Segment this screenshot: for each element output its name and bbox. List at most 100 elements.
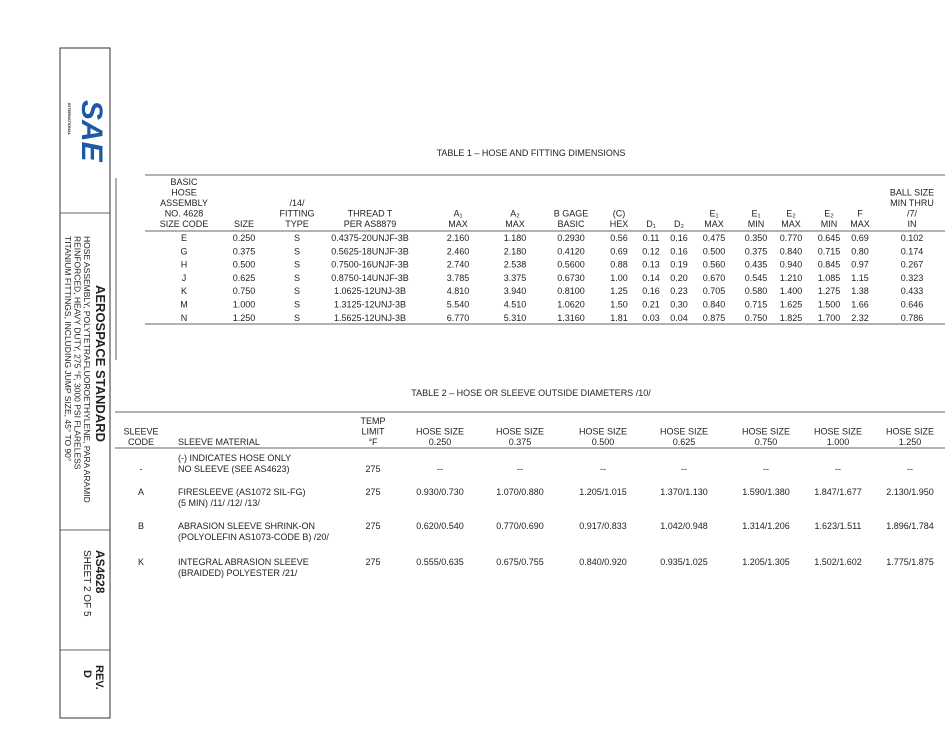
column-header: 1.250	[899, 437, 922, 447]
table-cell: 0.545	[745, 273, 768, 283]
table-cell: 2.180	[504, 246, 527, 256]
table-cell: 0.875	[703, 313, 726, 323]
diameter: 0.555/0.635	[416, 557, 464, 567]
table-cell: 0.940	[780, 260, 803, 270]
sleeve-material: (-) INDICATES HOSE ONLY	[178, 453, 291, 463]
table-cell: 0.88	[610, 260, 628, 270]
table-cell: 0.2930	[557, 233, 585, 243]
column-header: MIN THRU	[890, 198, 934, 208]
table-cell: 0.4375-20UNJF-3B	[331, 233, 409, 243]
doc-title-line: REINFORCED, HEAVY DUTY, 275 °F, 3000 PSI…	[73, 236, 83, 470]
table-cell: 0.250	[233, 233, 256, 243]
table-cell: 0.840	[780, 246, 803, 256]
diameter: 0.620/0.540	[416, 521, 464, 531]
sleeve-material: NO SLEEVE (SEE AS4623)	[178, 464, 290, 474]
column-header: MAX	[448, 219, 468, 229]
column-header: 0.250	[429, 437, 452, 447]
column-header: A₂	[510, 209, 520, 219]
sidebar-frame	[59, 47, 111, 719]
diameter: 1.896/1.784	[886, 521, 934, 531]
table-cell: 0.11	[643, 233, 660, 243]
column-header: 0.625	[673, 437, 696, 447]
table-cell: 0.715	[745, 300, 768, 310]
table-cell: S	[294, 260, 300, 270]
diameter: 1.314/1.206	[742, 521, 790, 531]
table-cell: S	[294, 233, 300, 243]
column-header: MIN	[821, 219, 838, 229]
table-cell: 1.81	[610, 313, 628, 323]
column-header: HOSE	[171, 188, 197, 198]
table-cell: 1.275	[818, 286, 841, 296]
sleeve-code: K	[138, 557, 144, 567]
column-header: CODE	[128, 437, 154, 447]
temp-limit: 275	[365, 521, 380, 531]
table-cell: S	[294, 300, 300, 310]
column-header: D₁	[646, 219, 656, 229]
column-header: HOSE SIZE	[496, 427, 544, 437]
table-cell: E	[181, 233, 187, 243]
table-cell: S	[294, 313, 300, 323]
table-cell: 0.19	[670, 260, 688, 270]
column-header: HOSE SIZE	[660, 427, 708, 437]
table-cell: 4.510	[504, 300, 527, 310]
table-cell: 1.00	[610, 273, 628, 283]
column-header: E₁	[751, 209, 760, 219]
temp-limit: 275	[365, 557, 380, 567]
table-cell: 0.770	[780, 233, 803, 243]
column-header: 0.500	[592, 437, 615, 447]
table-cell: 0.475	[703, 233, 726, 243]
table-cell: N	[181, 313, 188, 323]
logo: SAE	[75, 100, 108, 163]
column-header: BASIC	[557, 219, 585, 229]
table-cell: 0.646	[901, 300, 924, 310]
column-header: MAX	[505, 219, 525, 229]
column-header: MAX	[704, 219, 724, 229]
column-header: 1.000	[827, 437, 850, 447]
table-cell: 1.210	[780, 273, 803, 283]
table-cell: 0.5600	[557, 260, 585, 270]
doc-number: AS4628	[93, 550, 107, 594]
diameter: --	[600, 464, 606, 474]
column-header: 0.750	[755, 437, 778, 447]
table-cell: 0.750	[745, 313, 768, 323]
table-cell: 0.750	[233, 286, 256, 296]
table-cell: 1.0620	[557, 300, 585, 310]
doc-type: AEROSPACE STANDARD	[93, 285, 108, 442]
table-cell: 0.97	[851, 260, 869, 270]
diameter: 1.502/1.602	[814, 557, 862, 567]
diameter: 1.205/1.305	[742, 557, 790, 567]
column-header: A₁	[453, 209, 462, 219]
diameter: 1.070/0.880	[496, 487, 544, 497]
table-cell: 1.3125-12UNJ-3B	[334, 300, 406, 310]
table-cell: 0.21	[642, 300, 660, 310]
table-cell: G	[180, 246, 187, 256]
column-header: E₂	[786, 209, 796, 219]
table-cell: 1.0625-12UNJ-3B	[334, 286, 406, 296]
table-cell: 2.160	[447, 233, 470, 243]
column-header: MAX	[850, 219, 870, 229]
diameter: 1.775/1.875	[886, 557, 934, 567]
table-cell: 4.810	[447, 286, 470, 296]
table-cell: 2.460	[447, 246, 470, 256]
column-header: BASIC	[170, 177, 198, 187]
sleeve-code: -	[140, 464, 143, 474]
diameter: 0.917/0.833	[579, 521, 627, 531]
table-cell: 3.940	[504, 286, 527, 296]
column-header: F	[857, 209, 863, 219]
table-cell: 0.16	[670, 233, 688, 243]
diameter: --	[835, 464, 841, 474]
sleeve-material: (5 MIN) /11/ /12/ /13/	[178, 498, 260, 508]
table-cell: S	[294, 246, 300, 256]
table-cell: 6.770	[447, 313, 470, 323]
table-cell: M	[180, 300, 188, 310]
table-cell: 0.03	[642, 313, 660, 323]
column-header: NO. 4628	[165, 209, 204, 219]
table-cell: 0.69	[610, 246, 628, 256]
diameter: 0.935/1.025	[660, 557, 708, 567]
temp-limit: 275	[365, 487, 380, 497]
diameter: 0.770/0.690	[496, 521, 544, 531]
table-cell: 0.7500-16UNJF-3B	[331, 260, 409, 270]
table-cell: 0.56	[610, 233, 628, 243]
column-header: MIN	[748, 219, 765, 229]
